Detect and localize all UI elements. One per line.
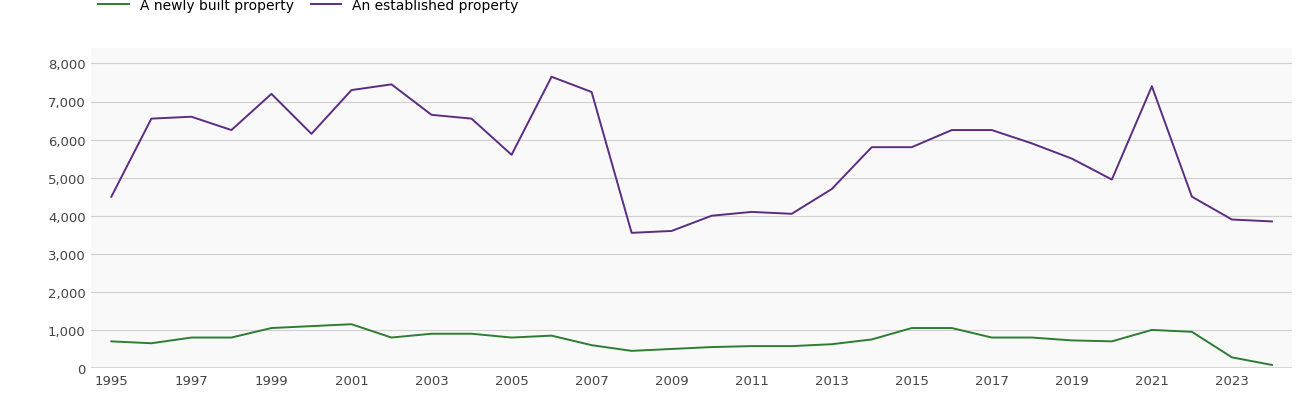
Legend: A newly built property, An established property: A newly built property, An established p… [98,0,518,13]
An established property [984,128,1000,133]
A newly built property [343,322,359,327]
An established property [703,214,719,219]
An established property [944,128,959,133]
An established property [264,92,279,97]
An established property [1144,85,1160,90]
A newly built property [103,339,119,344]
A newly built property [1064,338,1079,343]
An established property [864,145,880,150]
A newly built property [1265,363,1280,368]
An established property [1265,219,1280,224]
An established property [784,212,800,217]
A newly built property [384,335,399,340]
A newly built property [664,347,680,352]
An established property [424,113,440,118]
A newly built property [504,335,519,340]
A newly built property [1224,355,1240,360]
A newly built property [744,344,760,349]
A newly built property [184,335,200,340]
A newly built property [1024,335,1040,340]
A newly built property [223,335,239,340]
A newly built property [544,333,560,338]
An established property [744,210,760,215]
A newly built property [904,326,920,330]
An established property [1184,195,1199,200]
An established property [184,115,200,120]
A newly built property [784,344,800,349]
A newly built property [463,331,479,336]
A newly built property [864,337,880,342]
An established property [624,231,639,236]
A newly built property [264,326,279,330]
An established property [463,117,479,122]
An established property [1064,157,1079,162]
An established property [144,117,159,122]
A newly built property [144,341,159,346]
An established property [504,153,519,158]
An established property [1024,142,1040,146]
A newly built property [944,326,959,330]
A newly built property [304,324,320,329]
An established property [304,132,320,137]
An established property [223,128,239,133]
An established property [583,90,599,95]
A newly built property [703,345,719,350]
Line: An established property: An established property [111,78,1272,233]
A newly built property [823,342,839,347]
An established property [823,187,839,192]
A newly built property [1104,339,1120,344]
Line: A newly built property: A newly built property [111,324,1272,365]
An established property [343,88,359,93]
An established property [1104,178,1120,182]
A newly built property [624,348,639,353]
An established property [544,75,560,80]
An established property [904,145,920,150]
A newly built property [1184,330,1199,335]
A newly built property [984,335,1000,340]
A newly built property [424,331,440,336]
A newly built property [1144,328,1160,333]
A newly built property [583,343,599,348]
An established property [103,195,119,200]
An established property [384,83,399,88]
An established property [664,229,680,234]
An established property [1224,218,1240,222]
